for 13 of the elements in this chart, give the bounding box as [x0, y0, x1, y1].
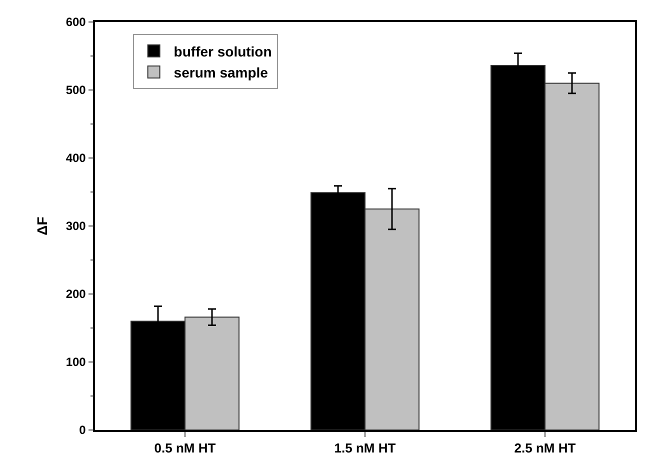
y-tick-label: 200	[66, 287, 86, 302]
legend-label: buffer solution	[174, 43, 272, 60]
x-tick-label: 2.5 nM HT	[514, 440, 576, 456]
y-tick-label: 300	[66, 219, 86, 234]
y-tick-label: 400	[66, 151, 86, 166]
y-tick-label: 600	[66, 15, 86, 30]
legend-label: serum sample	[174, 64, 268, 80]
x-tick-label: 1.5 nM HT	[334, 440, 396, 456]
y-axis-title: ΔF	[34, 216, 50, 236]
x-tick-label: 0.5 nM HT	[154, 440, 216, 456]
y-tick-label: 500	[66, 83, 86, 98]
y-tick-label: 0	[79, 423, 86, 438]
y-tick-label: 100	[66, 355, 86, 370]
